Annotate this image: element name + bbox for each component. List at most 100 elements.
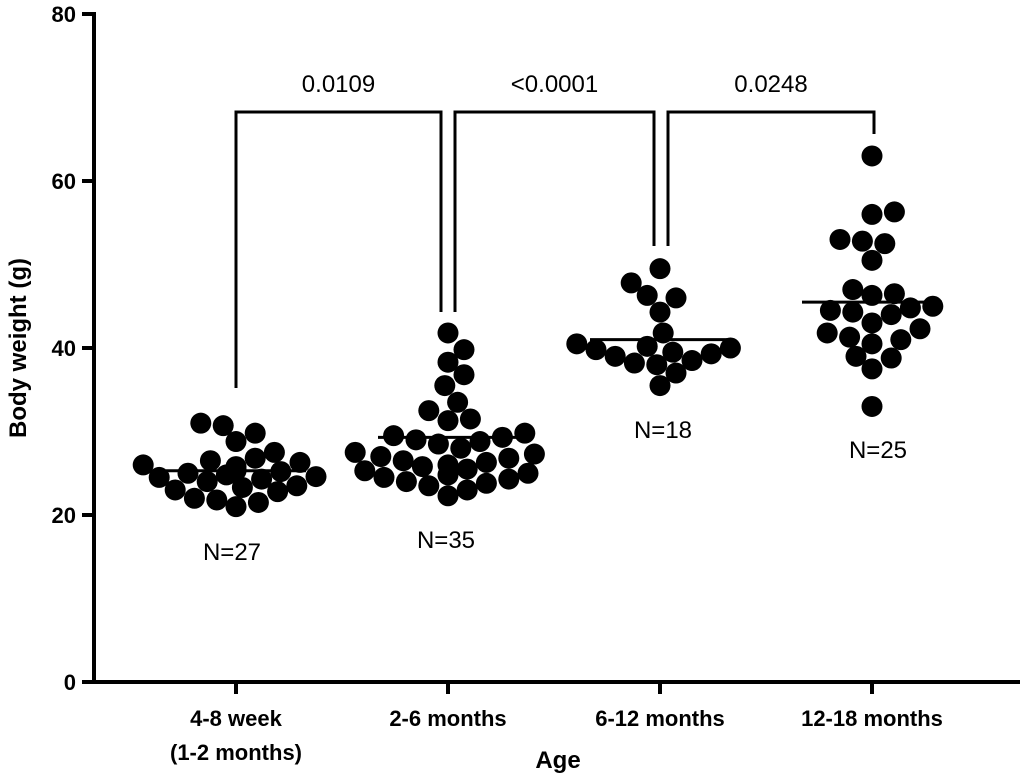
data-point: [370, 446, 392, 468]
data-point: [839, 326, 861, 348]
data-point: [395, 471, 417, 493]
data-point: [244, 447, 266, 469]
data-point: [411, 456, 433, 478]
data-point: [842, 279, 864, 301]
data-point: [883, 283, 905, 305]
data-point: [447, 391, 469, 413]
x-tick-label-1: 2-6 months: [389, 706, 506, 731]
data-point: [922, 295, 944, 317]
data-point: [212, 415, 234, 437]
data-point: [700, 343, 722, 365]
y-tick-label-40: 40: [52, 336, 76, 361]
data-point: [456, 479, 478, 501]
x-axis-title: Age: [535, 747, 580, 774]
data-point: [883, 201, 905, 223]
x-tick-label-3: 12-18 months: [801, 706, 943, 731]
data-point: [263, 441, 285, 463]
x-tick-label-2: 6-12 months: [595, 706, 725, 731]
data-point: [851, 230, 873, 252]
y-tick-label-20: 20: [52, 503, 76, 528]
data-point: [498, 447, 520, 469]
data-point: [453, 364, 475, 386]
data-point: [845, 345, 867, 367]
data-point: [649, 375, 671, 397]
data-point: [418, 475, 440, 497]
data-point: [206, 489, 228, 511]
data-point: [148, 466, 170, 488]
data-point: [437, 485, 459, 507]
data-point: [665, 287, 687, 309]
data-point: [469, 431, 491, 453]
data-point: [909, 318, 931, 340]
n-label-3: N=25: [849, 437, 907, 464]
data-point: [874, 233, 896, 255]
data-point: [623, 352, 645, 374]
data-point: [183, 487, 205, 509]
n-label-1: N=35: [417, 527, 475, 554]
data-point: [373, 466, 395, 488]
data-point: [450, 437, 472, 459]
data-point: [344, 441, 366, 463]
data-point: [585, 339, 607, 361]
data-point: [665, 362, 687, 384]
y-tick-label-60: 60: [52, 169, 76, 194]
data-point: [719, 337, 741, 359]
data-point: [649, 258, 671, 280]
data-point: [437, 351, 459, 373]
data-point: [418, 400, 440, 422]
data-point: [880, 347, 902, 369]
data-point: [498, 468, 520, 490]
p-value-label-0: 0.0109: [302, 71, 375, 98]
data-point: [662, 341, 684, 363]
data-point: [225, 496, 247, 518]
data-point: [681, 350, 703, 372]
data-point: [251, 468, 273, 490]
data-point: [861, 358, 883, 380]
data-point: [829, 228, 851, 250]
data-point: [649, 301, 671, 323]
data-point: [475, 472, 497, 494]
x-tick-label-0: 4-8 week: [190, 706, 282, 731]
data-point: [861, 145, 883, 167]
data-point: [861, 249, 883, 271]
data-point: [177, 462, 199, 484]
data-point: [289, 451, 311, 473]
data-point: [437, 322, 459, 344]
data-point: [861, 333, 883, 355]
p-value-label-1: <0.0001: [511, 71, 598, 98]
y-tick-label-80: 80: [52, 2, 76, 27]
data-point: [620, 272, 642, 294]
y-tick-label-0: 0: [64, 670, 76, 695]
data-point: [164, 479, 186, 501]
significance-bracket-2: [666, 110, 876, 246]
data-point: [199, 450, 221, 472]
data-point: [861, 312, 883, 334]
data-point: [305, 466, 327, 488]
data-point: [566, 333, 588, 355]
data-point: [354, 460, 376, 482]
data-point: [267, 481, 289, 503]
data-point: [861, 203, 883, 225]
data-point: [517, 462, 539, 484]
data-point: [842, 301, 864, 323]
data-point: [514, 422, 536, 444]
data-point: [646, 354, 668, 376]
n-label-0: N=27: [203, 539, 261, 566]
x-tick-label-0-line2: (1-2 months): [170, 740, 302, 765]
p-value-label-2: 0.0248: [734, 71, 807, 98]
data-point: [899, 297, 921, 319]
data-point: [890, 329, 912, 351]
data-point: [383, 425, 405, 447]
data-point: [437, 410, 459, 432]
data-point: [475, 451, 497, 473]
n-label-2: N=18: [634, 417, 692, 444]
data-point: [225, 456, 247, 478]
data-point: [604, 345, 626, 367]
data-point: [880, 304, 902, 326]
data-point: [453, 339, 475, 361]
data-point: [456, 458, 478, 480]
data-point: [459, 408, 481, 430]
data-point: [437, 454, 459, 476]
data-point: [434, 375, 456, 397]
